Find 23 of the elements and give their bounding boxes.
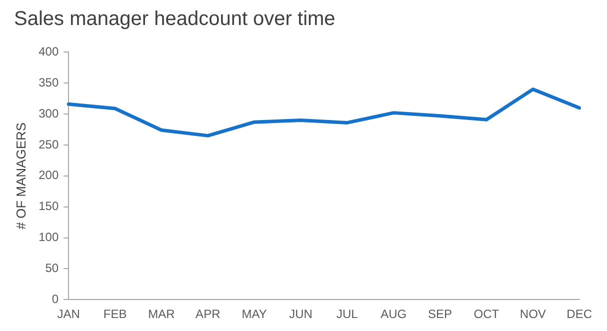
x-tick-label: OCT [474,307,500,322]
x-tick-label: MAY [242,307,267,322]
x-tick-label: MAR [148,307,176,322]
x-tick-label: APR [196,307,221,322]
x-tick-label: DEC [566,307,592,322]
x-tick-label: FEB [103,307,127,322]
y-tick-label: 400 [38,44,59,59]
y-tick-label: 0 [52,292,59,306]
y-tick-label: 300 [38,106,59,120]
y-tick-label: 250 [38,137,59,152]
y-tick-label: 100 [38,230,59,244]
x-tick-label: JUL [336,307,358,322]
x-tick-label: NOV [520,307,546,322]
y-axis-title: # OF MANAGERS [13,122,28,230]
chart-title: Sales manager headcount over time [14,8,336,31]
y-tick-label: 200 [38,168,59,182]
x-tick-label: JAN [57,307,80,322]
y-tick-label: 150 [38,199,59,214]
y-tick-label: 350 [38,75,59,90]
x-tick-label: SEP [428,307,452,322]
x-tick-label: JUN [289,307,312,322]
x-tick-label: AUG [380,307,407,322]
y-tick-label: 50 [45,260,59,275]
